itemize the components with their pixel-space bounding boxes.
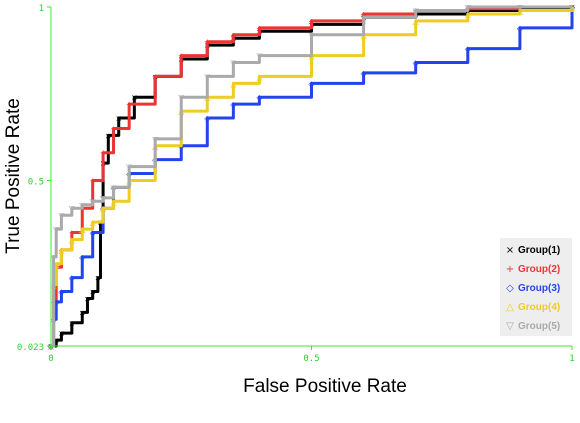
data-point: × [105, 131, 112, 140]
legend-marker: △ [506, 302, 514, 313]
data-point: ▽ [204, 72, 211, 81]
data-point: ◇ [69, 274, 76, 283]
y-axis-title: True Positive Rate [3, 98, 24, 254]
data-point: ▽ [79, 201, 86, 210]
data-point: + [204, 38, 211, 47]
legend-label: Group(1) [518, 245, 560, 256]
data-point: ▽ [361, 13, 368, 22]
data-point: ▽ [569, 3, 576, 12]
data-point: ▽ [256, 52, 263, 61]
data-point: △ [100, 204, 107, 213]
data-point: ◇ [361, 69, 368, 78]
legend: × Group(1) + Group(2) ◇ Group(3) △ Group(4) ▽ Gro… [500, 238, 572, 336]
legend-label: Group(5) [518, 321, 560, 332]
data-point: ◇ [53, 298, 60, 307]
data-point: + [178, 52, 185, 61]
x-tick-label: 0.5 [303, 354, 319, 364]
data-point: ▽ [90, 197, 97, 206]
axis-layer: 0 0.5 1 0.023 0.5 1 [17, 4, 575, 364]
data-point: ▽ [126, 163, 133, 172]
data-point: ▽ [230, 59, 237, 68]
data-point: ◇ [465, 45, 472, 54]
data-point: △ [569, 3, 576, 12]
legend-label: Group(2) [518, 264, 560, 275]
data-point: △ [58, 246, 65, 255]
legend-marker: ▽ [506, 321, 514, 332]
y-tick-label: 0.5 [28, 177, 44, 187]
x-tick-label: 1 [569, 354, 574, 364]
data-point: × [58, 329, 65, 338]
series-line-5 [51, 5, 572, 348]
data-point: × [89, 288, 96, 297]
data-point: ◇ [308, 79, 315, 88]
data-point: △ [90, 218, 97, 227]
data-point: + [110, 124, 117, 133]
x-axis-title: False Positive Rate [243, 376, 407, 397]
data-point: ▽ [51, 253, 58, 262]
data-point: ◇ [90, 229, 97, 238]
data-point: ▽ [465, 3, 472, 12]
data-point: × [115, 114, 122, 123]
data-point: ▽ [308, 31, 315, 40]
data-point: △ [53, 260, 60, 269]
data-point: ◇ [413, 59, 420, 68]
data-point: ◇ [79, 253, 86, 262]
data-point: △ [110, 197, 117, 206]
data-point: × [84, 294, 91, 303]
legend-label: Group(3) [518, 283, 560, 294]
legend-box [500, 238, 572, 336]
data-point: × [79, 308, 86, 317]
data-point: ▽ [413, 6, 420, 15]
data-point: ▽ [53, 225, 60, 234]
data-point: ▽ [69, 204, 76, 213]
data-point: △ [256, 72, 263, 81]
data-point: △ [517, 6, 524, 15]
data-point: × [95, 274, 102, 283]
data-point: + [308, 17, 315, 26]
data-point: + [68, 229, 75, 238]
data-point: △ [79, 225, 86, 234]
data-point: + [152, 72, 159, 81]
data-point: △ [465, 10, 472, 19]
data-point: + [89, 176, 96, 185]
data-point: ◇ [517, 24, 524, 33]
data-point: ◇ [58, 288, 65, 297]
data-point: ▽ [110, 183, 117, 192]
data-point: △ [69, 235, 76, 244]
legend-marker: + [506, 264, 514, 275]
y-tick-label: 1 [39, 4, 44, 14]
data-point: + [256, 24, 263, 33]
data-point: + [100, 149, 107, 158]
series-layer: ××××××××××××××××××××××××++++++++++++++++… [48, 3, 576, 351]
data-point: ▽ [152, 135, 159, 144]
series-5: ▽▽▽▽▽▽▽▽▽▽▽▽▽▽▽▽▽▽▽▽▽ [48, 3, 576, 351]
data-point: + [360, 10, 367, 19]
legend-marker: × [506, 245, 514, 256]
data-point: ◇ [256, 93, 263, 102]
data-point: ▽ [100, 194, 107, 203]
legend-label: Group(4) [518, 302, 560, 313]
data-point: × [131, 93, 138, 102]
data-point: ▽ [517, 3, 524, 12]
legend-marker: ◇ [506, 283, 514, 294]
data-point: △ [230, 79, 237, 88]
y-tick-label: 0.023 [17, 343, 44, 353]
data-point: ▽ [178, 93, 185, 102]
data-point: △ [413, 17, 420, 26]
data-point: ◇ [230, 100, 237, 109]
data-point: × [68, 319, 75, 328]
data-point: + [230, 31, 237, 40]
data-point: ◇ [204, 114, 211, 123]
data-point: + [126, 100, 133, 109]
data-point: × [53, 336, 60, 345]
x-tick-label: 0 [48, 354, 53, 364]
data-point: ▽ [58, 211, 65, 220]
